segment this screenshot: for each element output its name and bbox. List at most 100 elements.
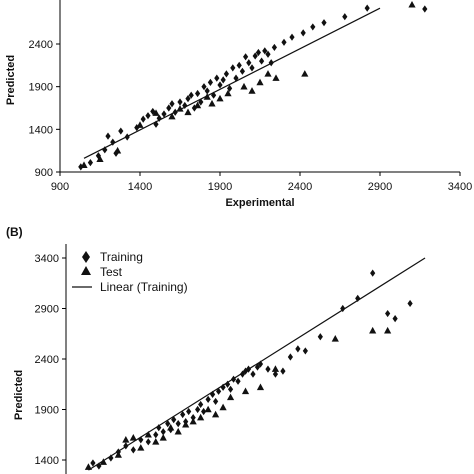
panel-a-triangle-point (224, 89, 232, 97)
panel-a-diamond-point (364, 4, 370, 12)
panel-b-training-point (370, 269, 376, 277)
panel-a-diamond-point (177, 98, 183, 106)
panel-b-test-point (174, 427, 182, 435)
panel-a-diamond-point (321, 19, 327, 27)
panel-b-test-point (114, 451, 122, 458)
panel-a-triangle-point (176, 105, 184, 112)
panel-b-training-point (205, 395, 211, 403)
panel-b-training-point (265, 365, 271, 373)
panel-b-test-point (219, 403, 227, 411)
panel-b-test-point (129, 433, 137, 441)
panel-b-label: (B) (6, 225, 23, 239)
panel-a-y-tick-label: 1900 (29, 82, 53, 94)
panel-a-triangle-point (248, 87, 256, 94)
panel-b-training-point (245, 365, 252, 373)
panel-a-diamond-point (223, 70, 229, 78)
panel-a-diamond-point (255, 48, 261, 57)
panel-b-y-axis-title: Predicted (13, 370, 25, 420)
panel-a-plot-area (59, 0, 460, 173)
panel-b-training-point (130, 446, 136, 454)
panel-a-y-ticks: 900 1400 1900 2400 (29, 39, 60, 179)
panel-b-training-point (213, 397, 219, 406)
panel-a-triangle-point (136, 121, 144, 128)
panel-b-training-point (145, 438, 151, 446)
panel-b: (B) 1400 1900 2400 2900 3400 Predicted Train… (6, 225, 426, 474)
panel-b-test-point (256, 383, 265, 391)
legend-training-label: Training (100, 250, 143, 264)
panel-b-test-point (226, 393, 235, 401)
panel-b-training-point (392, 315, 398, 323)
panel-b-training-point (175, 420, 181, 428)
panel-a-diamond-point (185, 95, 191, 103)
panel-b-training-point (280, 367, 286, 375)
panel-b-training-point (407, 299, 413, 308)
legend-training-marker (82, 251, 90, 263)
panel-b-training-point (224, 380, 231, 388)
panel-a-diamond-point (249, 64, 255, 72)
panel-a-diamond-point (342, 13, 348, 21)
panel-a-y-tick-label: 2400 (29, 39, 53, 51)
panel-b-training-point (385, 309, 391, 318)
panel-b-training-point (201, 407, 207, 416)
panel-b-test-point (241, 387, 250, 395)
panel-a-triangle-point (194, 101, 202, 109)
panel-a-diamond-point (268, 59, 274, 67)
panel-b-test-point (159, 433, 167, 441)
panel-a-diamond-point (217, 81, 223, 89)
panel-a-diamond-point (265, 50, 271, 58)
panel-b-test-point (84, 463, 93, 470)
legend-test-label: Test (100, 265, 123, 279)
panel-a-diamond-point (214, 74, 220, 82)
panel-b-legend: Training Test Linear (Training) (72, 250, 188, 294)
panel-a-diamond-point (110, 138, 116, 146)
panel-b-training-point (138, 436, 144, 444)
panel-a-triangle-point (184, 108, 192, 116)
panel-a-diamond-point (227, 84, 233, 92)
panel-a-diamond-point (233, 74, 239, 82)
panel-a-triangle-point (152, 109, 160, 116)
panel-b-test-point (369, 326, 377, 334)
panel-a-diamond-point (102, 146, 108, 154)
panel-a-diamond-point (204, 87, 210, 95)
panel-b-training-point (180, 410, 186, 419)
panel-b-training-point (317, 333, 323, 341)
panel-a-diamond-point (243, 53, 249, 61)
panel-b-y-tick-label: 3400 (35, 253, 59, 265)
panel-a-diamond-point (201, 83, 207, 91)
panel-a-diamond-point (246, 59, 252, 67)
panel-a-triangle-point (208, 99, 216, 107)
panel-b-training-point (230, 375, 237, 383)
panel-a-triangle-point (272, 74, 280, 81)
panel-b-training-point (156, 424, 162, 432)
panel-b-test-point (384, 326, 392, 334)
panel-b-training-point (198, 400, 204, 409)
panel-a-y-tick-label: 900 (35, 167, 53, 179)
panel-b-training-point (227, 385, 234, 393)
panel-b-training-point (302, 347, 308, 355)
panel-a-x-axis-title: Experimental (225, 197, 294, 209)
panel-a-x-tick-label: 1400 (128, 181, 152, 193)
panel-a-diamond-point (105, 132, 111, 140)
panel-b-y-ticks: 1400 1900 2400 2900 3400 (35, 253, 66, 467)
panel-b-test-point (331, 335, 339, 342)
panel-b-test-point (197, 413, 205, 421)
panel-b-test-point (99, 458, 107, 465)
panel-a-diamond-point (169, 100, 175, 108)
panel-a-diamond-point (195, 89, 201, 98)
panel-b-training-point (220, 383, 226, 391)
panel-a-x-tick-label: 900 (51, 181, 69, 193)
panel-b-training-point (108, 454, 114, 462)
panel-a-diamond-point (236, 61, 242, 69)
panel-a-x-ticks: 900 1400 1900 2400 2900 3400 (51, 172, 472, 193)
panel-b-training-point (272, 370, 279, 378)
panel-a-diamond-point (145, 112, 151, 120)
panel-a-diamond-point (166, 104, 172, 112)
panel-b-test-point (204, 405, 212, 413)
panel-a-diamond-point (271, 43, 277, 52)
panel-a-y-tick-label: 1400 (29, 124, 53, 136)
panel-b-training-point (90, 459, 96, 467)
panel-a-diamond-point (156, 114, 162, 122)
panel-a-trendline-line (83, 7, 381, 159)
panel-a-y-axis-title: Predicted (5, 55, 17, 105)
panel-a-diamond-point (161, 110, 167, 118)
